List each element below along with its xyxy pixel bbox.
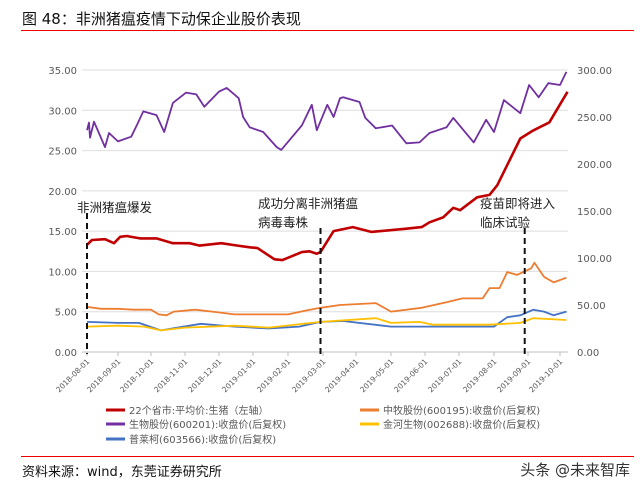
x-axis-tick-label: 2019-07-01 — [426, 357, 463, 394]
legend-label: 普莱柯(603566):收盘价(后复权) — [129, 433, 276, 446]
right-axis-tick-label: 50.00 — [577, 301, 606, 312]
x-axis-tick-label: 2019-08-01 — [461, 357, 498, 394]
annotation-label: 非洲猪瘟爆发 — [77, 200, 153, 215]
right-axis-tick-label: 100.00 — [577, 254, 612, 265]
source-note: 资料来源：wind，东莞证券研究所 — [22, 465, 222, 480]
annotation-label: 疫苗即将进入 — [480, 196, 556, 211]
chart: 0.00 5.00 10.00 15.00 20.00 25.00 30.00 35.00 0.… — [48, 66, 612, 446]
left-axis-tick-label: 0.00 — [55, 348, 77, 359]
series-line — [86, 71, 568, 151]
x-axis-tick-label: 2019-04-01 — [323, 357, 360, 394]
left-axis-tick-label: 5.00 — [55, 308, 77, 319]
right-axis-tick-label: 200.00 — [577, 160, 612, 171]
series-line — [86, 261, 567, 317]
left-axis-tick-label: 30.00 — [48, 106, 77, 117]
left-axis-tick-label: 15.00 — [48, 227, 77, 238]
annotation-label: 成功分离非洲猪瘟 — [258, 196, 359, 211]
x-axis-tick-label: 2019-05-01 — [358, 357, 395, 394]
figure-title: 图 48：非洲猪瘟疫情下动保企业股价表现 — [22, 10, 301, 28]
annotation-label: 病毒毒株 — [258, 215, 309, 230]
x-axis-tick-label: 2018-10-01 — [118, 357, 155, 394]
series-line — [86, 317, 567, 332]
x-axis-tick-label: 2018-11-01 — [152, 357, 189, 394]
x-axis-tick-label: 2018-12-01 — [186, 357, 223, 394]
title-divider — [21, 30, 634, 31]
source-divider — [21, 456, 634, 457]
series-line — [86, 308, 567, 332]
series-line — [86, 91, 569, 262]
right-axis-tick-label: 250.00 — [577, 113, 612, 124]
x-axis-tick-label: 2019-03-01 — [290, 357, 327, 394]
left-axis-tick-label: 35.00 — [48, 66, 77, 77]
x-axis-tick-label: 2019-01-01 — [220, 357, 257, 394]
legend-label: 22个省市:平均价:生猪（左轴） — [129, 404, 268, 417]
right-axis-tick-label: 300.00 — [577, 66, 612, 77]
left-axis-tick-label: 25.00 — [48, 147, 77, 158]
watermark: 头条 @未来智库 — [520, 461, 630, 479]
right-axis-tick-label: 150.00 — [577, 207, 612, 218]
legend-label: 生物股份(600201):收盘价(后复权) — [129, 418, 286, 431]
x-axis-tick-label: 2019-06-01 — [392, 357, 429, 394]
legend-label: 金河生物(002688):收盘价(后复权) — [383, 418, 540, 431]
annotation-label: 临床试验 — [480, 215, 531, 230]
x-axis-tick-label: 2018-09-01 — [85, 357, 122, 394]
left-axis-tick-label: 10.00 — [48, 267, 77, 278]
legend-label: 中牧股份(600195):收盘价(后复权) — [383, 404, 540, 417]
right-axis-tick-label: 0.00 — [577, 348, 599, 359]
x-axis-tick-label: 2019-10-01 — [527, 357, 564, 394]
left-axis-tick-label: 20.00 — [48, 187, 77, 198]
x-axis-tick-label: 2019-02-01 — [255, 357, 292, 394]
